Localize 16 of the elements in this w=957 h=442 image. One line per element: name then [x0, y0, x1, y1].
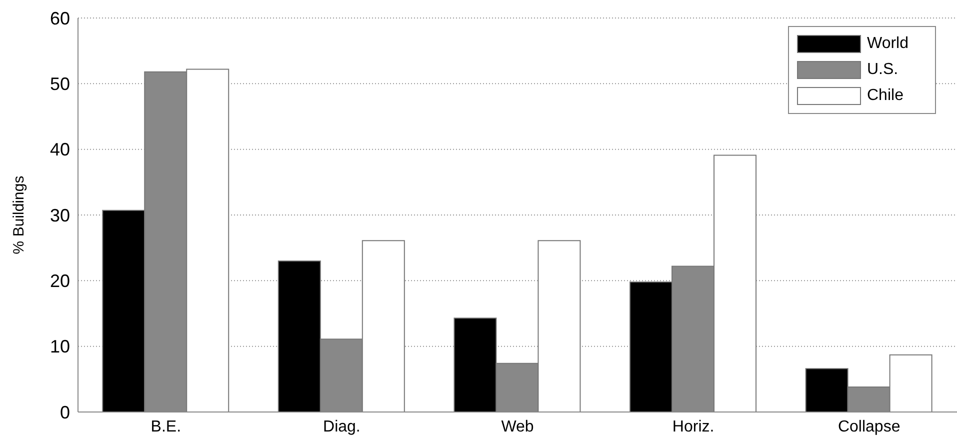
y-tick-label: 10 — [50, 336, 70, 357]
legend-label: Chile — [867, 87, 904, 105]
y-axis-title: % Buildings — [10, 176, 28, 254]
legend-label: World — [867, 35, 908, 53]
y-tick-label: 30 — [50, 205, 70, 226]
y-tick-label: 60 — [50, 8, 70, 28]
x-tick-label: Diag. — [323, 418, 360, 436]
x-tick-label: Web — [501, 418, 534, 436]
legend-label: U.S. — [867, 61, 898, 79]
y-tick-label: 20 — [50, 271, 70, 292]
x-tick-label: Horiz. — [672, 418, 714, 436]
y-tick-label: 50 — [50, 74, 70, 94]
x-tick-label: Collapse — [838, 418, 900, 436]
y-tick-label: 0 — [60, 402, 70, 422]
y-tick-label: 40 — [50, 140, 70, 160]
x-tick-label: B.E. — [150, 418, 182, 436]
